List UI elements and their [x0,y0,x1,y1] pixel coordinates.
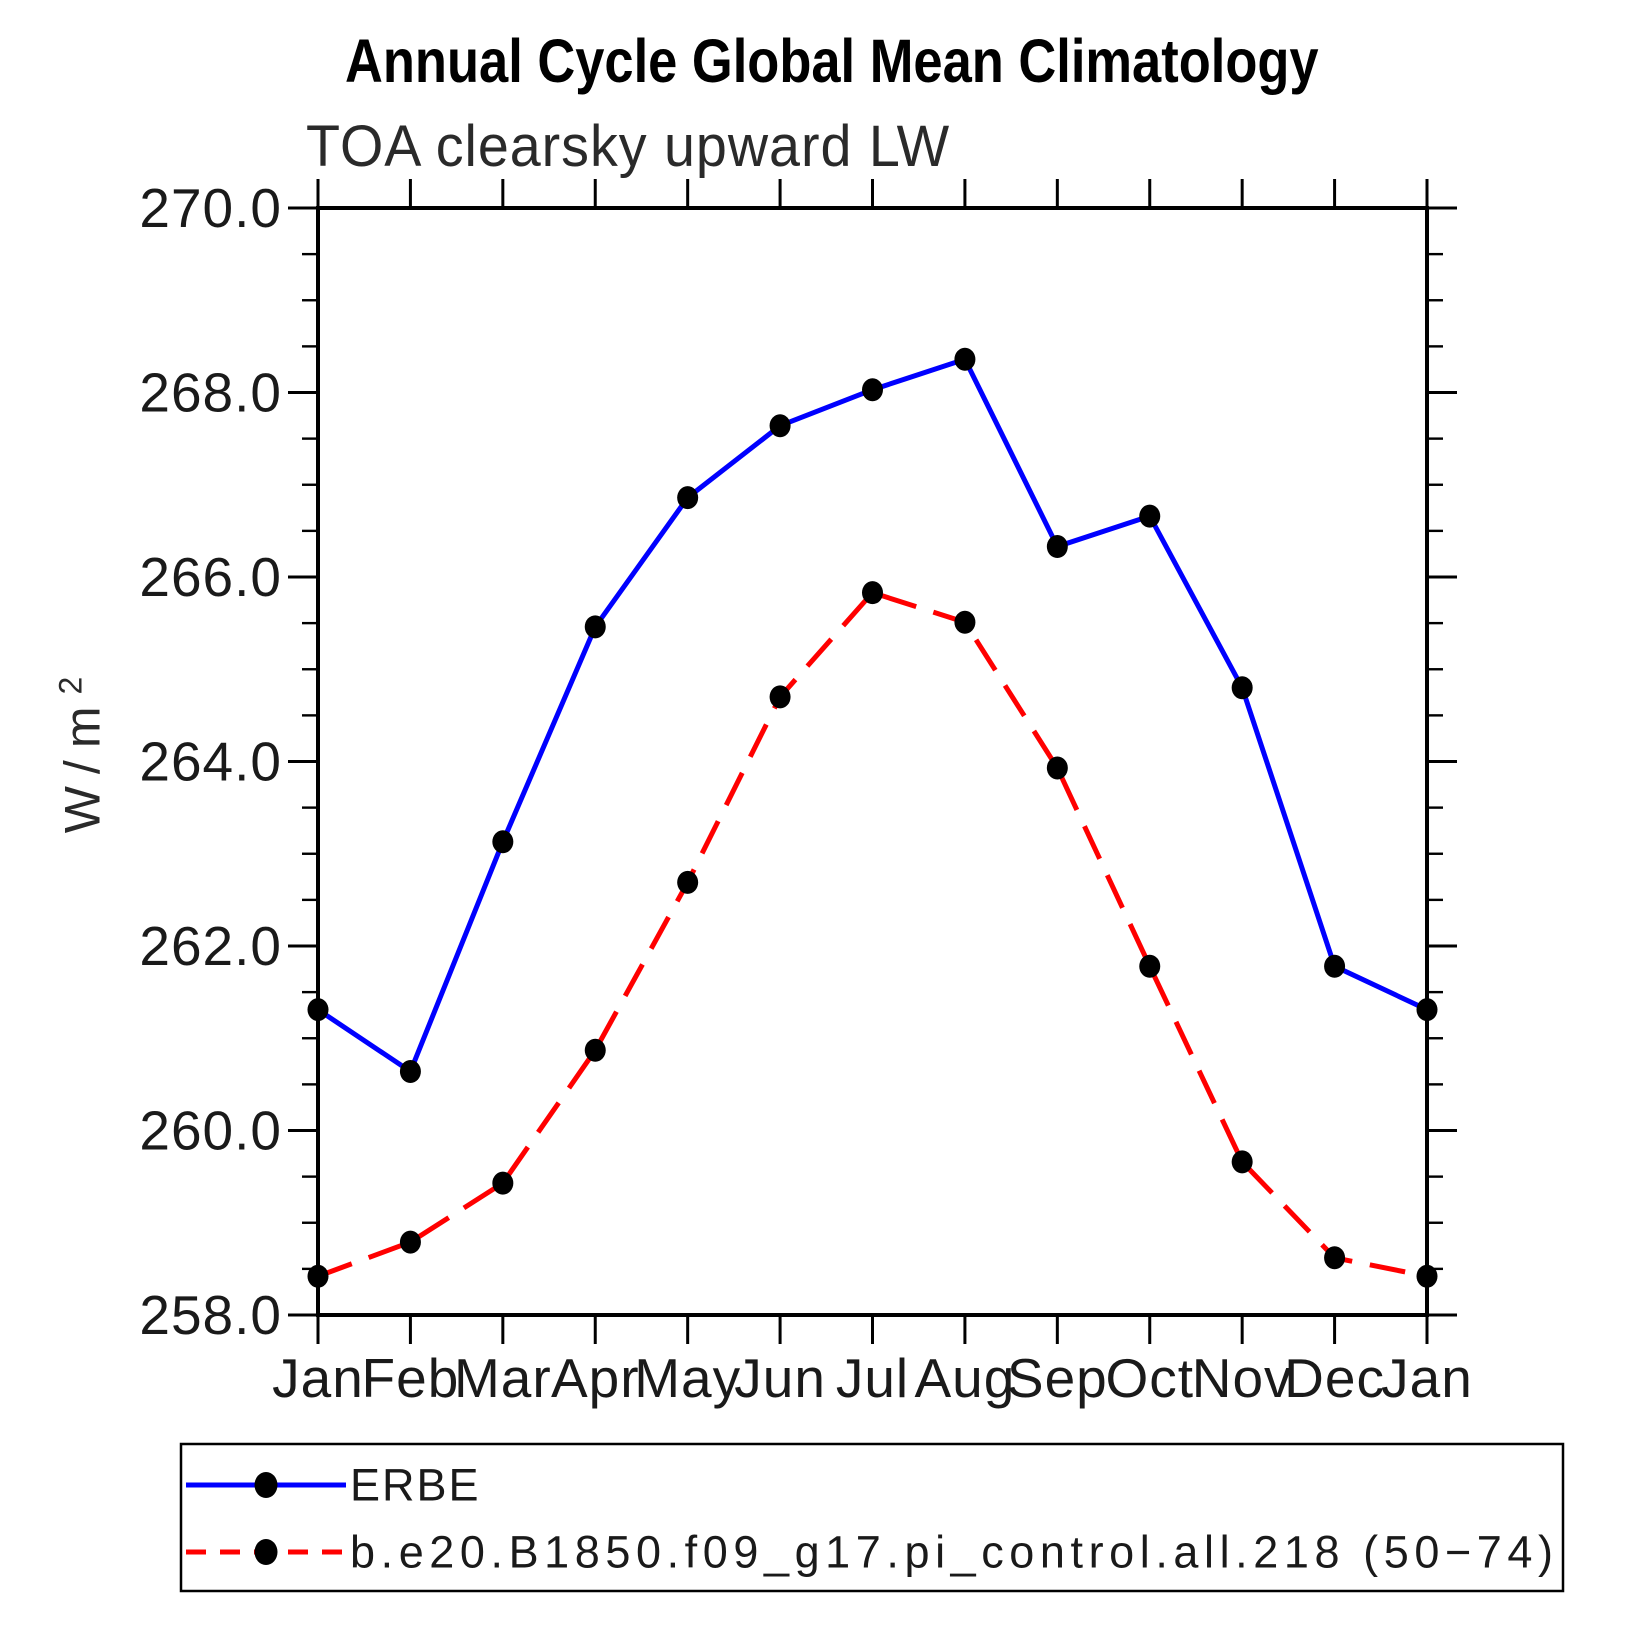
y-tick-label: 266.0 [139,546,282,608]
series-line-0 [316,356,1429,1076]
data-point-marker [954,610,976,634]
data-point-marker [677,486,699,510]
legend-marker-sample [254,1539,278,1565]
data-point-marker [862,378,883,402]
chart-title: Annual Cycle Global Mean Climatology [345,27,1319,95]
y-tick-label: 260.0 [139,1100,282,1162]
x-tick-label: Apr [551,1347,640,1409]
data-point-marker [492,830,514,854]
y-tick-labels: 258.0 260.0 262.0 264.0 266.0 268.0 270.0 [139,177,282,1346]
data-point-marker [862,581,883,605]
data-point-marker [677,870,699,894]
data-point-marker [399,1230,421,1254]
data-point-marker [954,347,976,371]
data-point-marker [1139,954,1161,978]
series-markers-0 [307,347,1438,1083]
series-line-1 [317,589,1428,1279]
data-point-marker [1046,756,1068,780]
legend-box [179,1442,1565,1593]
x-tick-label: Jun [734,1347,826,1409]
data-point-marker [1324,1246,1346,1270]
data-point-marker [399,1059,421,1083]
y-tick-label: 264.0 [139,731,282,793]
data-point-marker [584,1038,606,1062]
legend-label: b.e20.B1850.f09_g17.pi_control.all.218 (… [350,1527,1555,1578]
data-point-marker [307,1264,329,1288]
data-point-marker [1046,535,1068,559]
x-tick-label: Jan [1381,1347,1473,1409]
data-point-marker [1231,1150,1253,1174]
data-point-marker [769,414,791,438]
y-minor-ticks [302,252,1443,1271]
legend-item-1: b.e20.B1850.f09_g17.pi_control.all.218 (… [186,1527,1555,1578]
chart-subtitle: TOA clearsky upward LW [306,114,951,179]
data-point-marker [584,615,606,639]
data-point-marker [1231,676,1253,700]
x-tick-label: Dec [1284,1347,1385,1409]
x-tick-label: Mar [454,1347,552,1409]
y-tick-label: 258.0 [139,1284,282,1346]
data-point-marker [1416,1264,1438,1288]
x-tick-label: Nov [1192,1347,1293,1409]
data-point-marker [492,1171,514,1195]
x-ticks [316,179,1429,1344]
x-tick-label: Jul [836,1347,909,1409]
series-markers-1 [307,581,1438,1288]
x-tick-label: Aug [914,1347,1015,1409]
y-tick-label: 262.0 [139,915,282,977]
legend-label: ERBE [350,1460,481,1511]
x-tick-label: Oct [1105,1347,1194,1409]
y-major-ticks [288,206,1457,1317]
y-tick-label: 268.0 [139,362,282,424]
data-point-marker [769,685,791,709]
x-tick-label: May [634,1347,741,1409]
axes [316,206,1429,1317]
y-tick-label: 270.0 [139,177,282,239]
data-point-marker [1416,998,1438,1022]
data-point-marker [1139,504,1161,528]
x-tick-label: Feb [362,1347,460,1409]
plot-box [316,206,1429,1317]
data-point-marker [1324,954,1346,978]
x-tick-label: Sep [1007,1347,1108,1409]
legend-marker-sample [254,1472,278,1498]
x-tick-label: Jan [272,1347,364,1409]
legend-item-0: ERBE [186,1460,481,1511]
data-point-marker [307,998,329,1022]
legend: ERBE b.e20.B1850.f09_g17.pi_control.all.2… [179,1442,1565,1593]
